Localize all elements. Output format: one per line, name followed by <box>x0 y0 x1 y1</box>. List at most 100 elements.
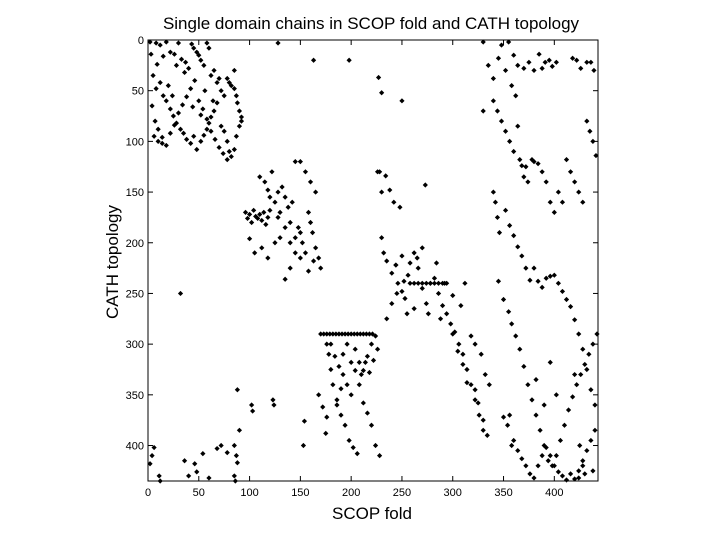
data-point <box>572 179 578 185</box>
data-point <box>188 86 194 92</box>
data-point <box>546 57 552 63</box>
data-point <box>484 432 490 438</box>
data-point <box>267 207 273 213</box>
data-point <box>188 140 194 147</box>
data-point <box>533 377 539 383</box>
data-point <box>399 253 405 259</box>
data-point <box>277 235 283 241</box>
data-point <box>419 245 425 251</box>
data-point <box>407 260 413 266</box>
data-point <box>267 194 273 200</box>
data-point <box>584 59 590 65</box>
data-point <box>500 296 507 303</box>
data-point <box>531 159 537 165</box>
data-point <box>181 458 188 464</box>
data-point <box>372 333 379 339</box>
data-point <box>437 316 444 322</box>
data-point <box>259 245 265 251</box>
data-point <box>570 55 576 61</box>
data-point <box>590 341 596 347</box>
data-point <box>330 382 336 388</box>
data-point <box>224 157 230 163</box>
data-point <box>551 209 557 215</box>
y-tick-label: 300 <box>126 339 144 351</box>
data-point <box>384 258 390 264</box>
data-point <box>563 477 570 483</box>
data-point <box>206 475 212 481</box>
data-point <box>360 400 366 406</box>
data-point <box>450 292 456 299</box>
data-point <box>543 275 549 281</box>
data-point <box>541 402 547 408</box>
data-point <box>458 303 464 309</box>
data-point <box>184 94 190 100</box>
y-tick-label: 400 <box>126 441 144 453</box>
data-point <box>345 331 351 337</box>
data-point <box>584 118 590 124</box>
data-point <box>348 392 354 398</box>
data-point <box>476 412 482 418</box>
data-point <box>517 157 523 163</box>
data-point <box>344 341 350 347</box>
data-point <box>221 93 227 99</box>
data-point <box>515 447 521 454</box>
data-point <box>339 331 345 337</box>
data-point <box>259 217 265 224</box>
data-point <box>228 83 234 89</box>
plot-area: 0 50 100 150 200 250 300 350 400 0 50 100 150 200 250… <box>126 35 600 499</box>
data-point <box>590 138 596 144</box>
x-tick-label: 400 <box>545 487 563 499</box>
data-point <box>531 475 537 481</box>
data-point <box>346 57 352 63</box>
data-point <box>531 265 537 271</box>
data-point <box>334 397 340 403</box>
data-point <box>196 52 202 58</box>
data-point <box>263 221 269 228</box>
data-point <box>357 331 363 337</box>
data-point <box>478 351 484 357</box>
data-point <box>383 173 389 179</box>
data-point <box>529 157 535 163</box>
data-point <box>547 199 553 205</box>
data-point <box>393 262 399 268</box>
data-point <box>338 412 344 418</box>
data-point <box>271 402 277 408</box>
data-point <box>151 444 157 451</box>
data-point <box>159 134 165 140</box>
data-point <box>163 98 169 104</box>
data-point <box>238 118 245 124</box>
data-point <box>511 233 517 239</box>
data-point <box>231 473 237 479</box>
data-point <box>159 140 165 147</box>
data-point <box>555 280 561 286</box>
data-point <box>456 341 462 347</box>
data-point <box>525 382 531 388</box>
data-point <box>389 300 395 307</box>
data-point <box>204 40 210 46</box>
data-point <box>270 397 276 403</box>
data-point <box>555 189 561 195</box>
data-point <box>464 380 470 386</box>
data-point <box>462 280 468 286</box>
data-point <box>233 453 239 459</box>
data-point <box>580 458 586 464</box>
data-point <box>399 288 405 295</box>
data-point <box>148 51 154 57</box>
data-point <box>232 478 238 484</box>
data-point <box>531 67 537 74</box>
data-point <box>588 387 594 393</box>
data-point <box>180 130 187 136</box>
data-point <box>425 311 431 317</box>
data-point <box>551 463 557 469</box>
data-point <box>211 67 217 74</box>
data-point <box>576 331 582 337</box>
data-point <box>350 444 356 451</box>
data-point <box>511 52 517 58</box>
data-point <box>468 382 474 388</box>
data-point <box>572 371 578 378</box>
data-point <box>330 331 336 337</box>
data-point <box>282 194 288 200</box>
data-point <box>480 39 486 45</box>
data-point <box>578 65 584 71</box>
data-point <box>494 108 501 114</box>
